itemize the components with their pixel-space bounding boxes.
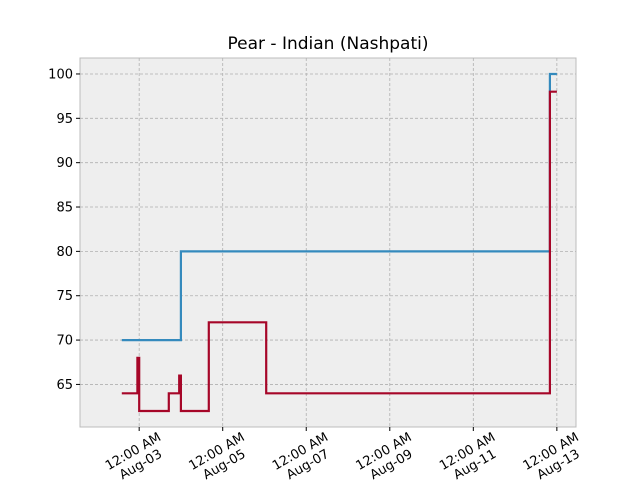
y-tick-label: 95: [56, 112, 73, 127]
y-tick-label: 100: [48, 67, 73, 82]
y-tick-label: 80: [56, 245, 73, 260]
y-tick-label: 85: [56, 201, 73, 216]
series-layer: [121, 72, 557, 413]
y-axis: 65 70 75 80 85 90 95 100: [48, 67, 80, 393]
chart-title: Pear - Indian (Nashpati): [228, 34, 429, 54]
y-tick-label: 75: [56, 289, 73, 304]
plot-area: [79, 57, 577, 428]
y-tick-label: 65: [56, 378, 73, 393]
y-tick-label: 90: [56, 156, 73, 171]
series-line-2: [121, 90, 557, 413]
series-line-1: [121, 72, 557, 342]
y-tick-label: 70: [56, 334, 73, 349]
